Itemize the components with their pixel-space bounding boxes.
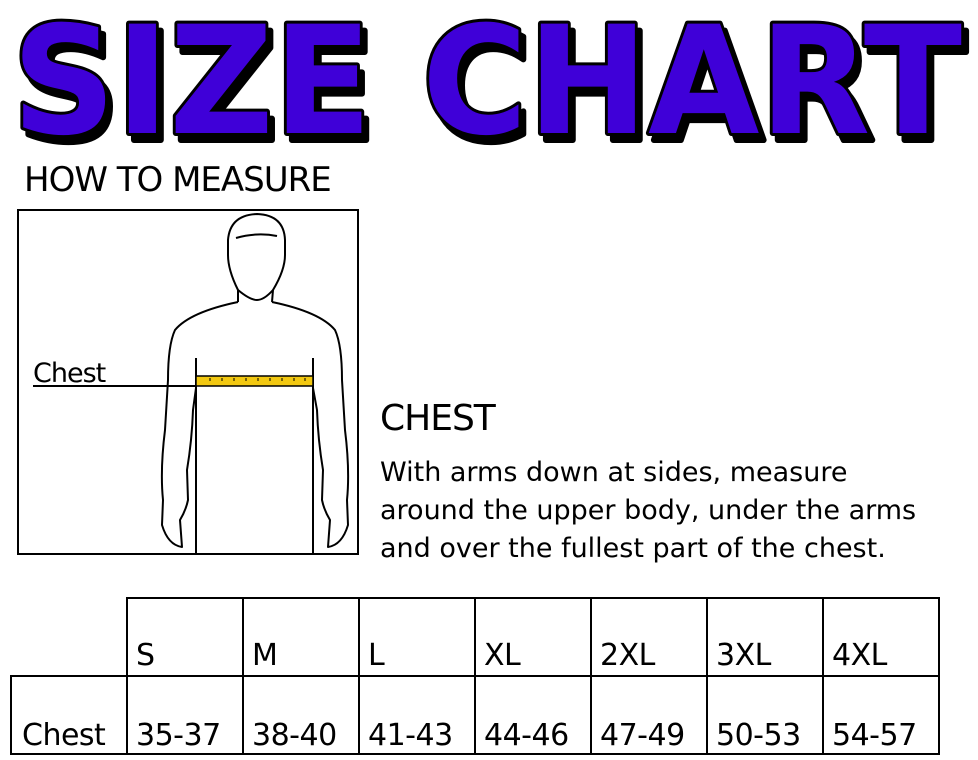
table-cell: 47-49 [590,675,708,755]
table-cell: 54-57 [822,675,940,755]
size-header: 2XL [590,597,708,677]
row-label: Chest [10,675,128,755]
measuring-tape [195,375,314,387]
size-header-row: S M L XL 2XL 3XL 4XL [11,597,940,677]
size-header: M [242,597,360,677]
size-header: S [126,597,244,677]
table-cell: 44-46 [474,675,592,755]
tape-ticks [209,378,306,381]
size-header: 4XL [822,597,940,677]
chest-instructions: With arms down at sides, measure around … [380,454,978,568]
size-table: S M L XL 2XL 3XL 4XL Chest 35-37 38-40 4… [10,597,940,755]
instruction-line: around the upper body, under the arms [380,495,917,526]
chest-heading: CHEST [380,398,496,439]
size-chart-title: SIZE CHART [9,0,965,150]
size-header: 3XL [706,597,824,677]
table-row: Chest 35-37 38-40 41-43 44-46 47-49 50-5… [10,675,940,755]
instruction-line: and over the fullest part of the chest. [380,533,886,564]
table-cell: 35-37 [126,675,244,755]
table-cell: 41-43 [358,675,476,755]
body-measure-diagram: Chest [17,209,359,555]
title-text: SIZE CHART [12,0,962,150]
instruction-line: With arms down at sides, measure [380,457,848,488]
table-cell: 50-53 [706,675,824,755]
body-outline [160,213,350,554]
table-cell: 38-40 [242,675,360,755]
size-header: L [358,597,476,677]
size-header: XL [474,597,592,677]
empty-cell [11,598,127,676]
chest-label: Chest [33,358,106,389]
diagram-frame [17,209,359,555]
how-to-measure-heading: HOW TO MEASURE [24,160,332,200]
